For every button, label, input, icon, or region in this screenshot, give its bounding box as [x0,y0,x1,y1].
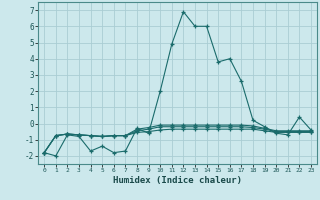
X-axis label: Humidex (Indice chaleur): Humidex (Indice chaleur) [113,176,242,185]
